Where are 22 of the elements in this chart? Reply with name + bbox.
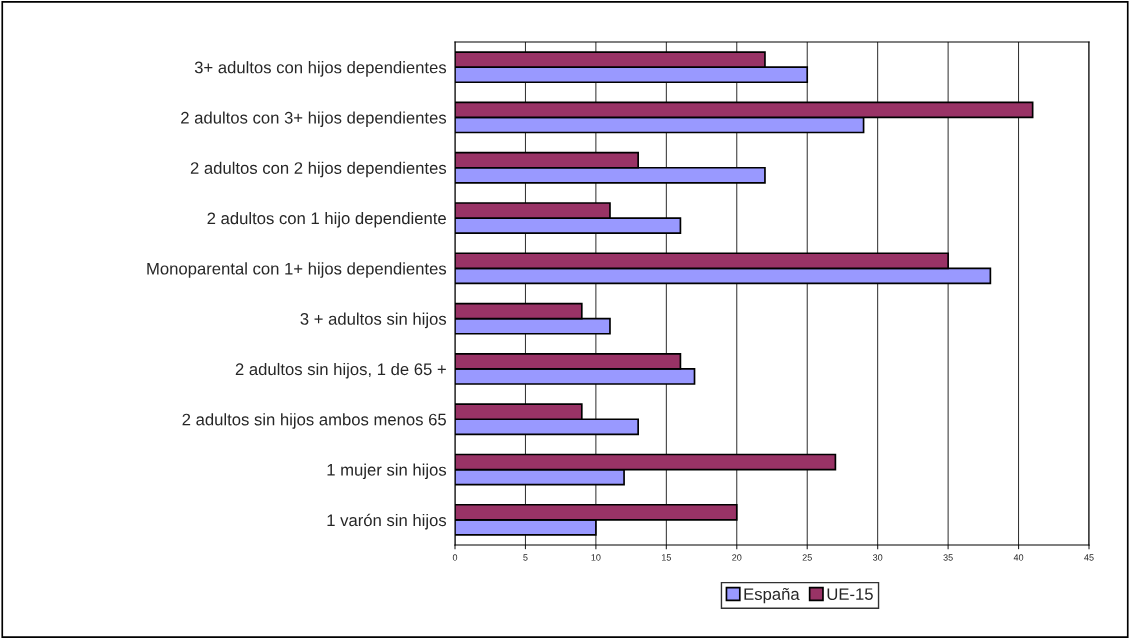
x-tick-label: 10	[591, 554, 601, 561]
y-tick-label: 1 varón sin hijos	[327, 513, 447, 530]
y-tick-label: 3 + adultos sin hijos	[300, 312, 447, 329]
x-tick-label: 40	[1013, 554, 1024, 561]
y-tick-label: 2 adultos con 1 hijo dependiente	[207, 212, 446, 228]
y-tick-label: 2 adultos con 2 hijos dependientes	[190, 161, 447, 178]
x-tick-label: 25	[802, 554, 812, 561]
x-tick-label: 20	[732, 554, 742, 561]
x-tick-label: 5	[523, 554, 528, 561]
x-tick-label: 30	[872, 554, 883, 561]
y-tick-label: 1 mujer sin hijos	[327, 463, 447, 480]
y-tick-label: 2 adultos sin hijos, 1 de 65 +	[235, 362, 446, 379]
x-tick-label: 15	[662, 554, 671, 561]
y-tick-label: 2 adultos con 3+ hijos dependientes	[181, 111, 447, 127]
x-tick-label: 45	[1084, 554, 1094, 561]
y-tick-label: Monoparental con 1+ hijos dependientes	[147, 262, 447, 278]
legend-label: UE-15	[827, 588, 873, 601]
y-tick-label: 3+ adultos con hijos dependientes	[194, 61, 447, 77]
x-tick-label: 35	[943, 554, 953, 561]
legend-label: España	[744, 587, 800, 604]
x-tick-label: 0	[452, 554, 458, 561]
y-tick-label: 2 adultos sin hijos ambos menos 65	[182, 413, 446, 429]
